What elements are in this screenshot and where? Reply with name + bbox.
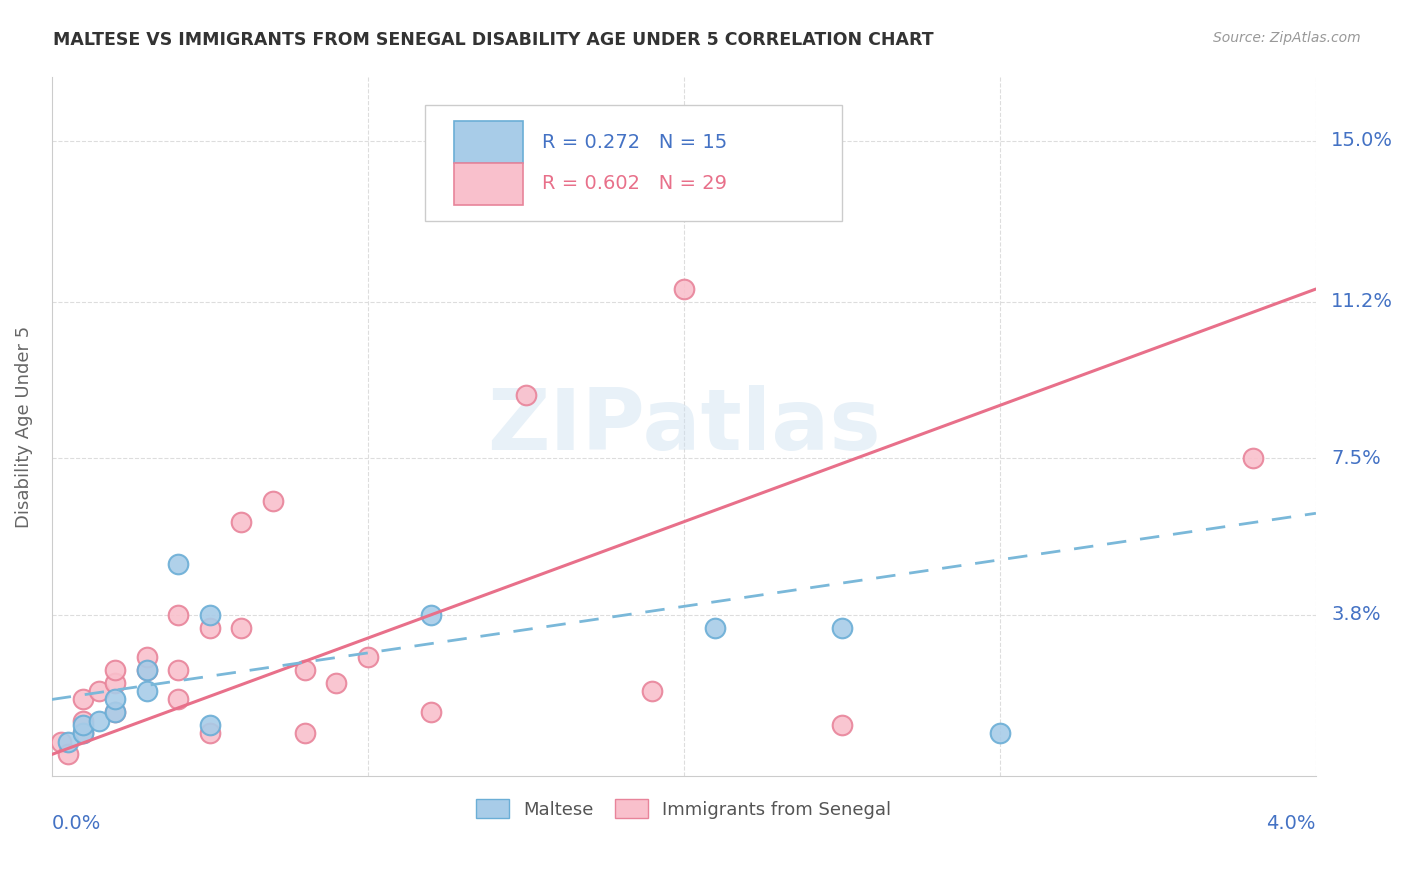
Point [72, 718, 94, 732]
Point [104, 663, 127, 677]
Point [357, 650, 380, 665]
Point [198, 726, 221, 740]
Point [104, 705, 127, 719]
Text: 11.2%: 11.2% [1331, 293, 1393, 311]
Point [231, 515, 253, 529]
Text: 4.0%: 4.0% [1267, 814, 1316, 833]
Point [672, 282, 695, 296]
Point [231, 621, 253, 635]
Point [104, 705, 127, 719]
Point [262, 493, 284, 508]
FancyBboxPatch shape [425, 105, 842, 220]
Point [294, 663, 316, 677]
Point [56, 735, 79, 749]
Point [831, 621, 853, 635]
FancyBboxPatch shape [454, 162, 523, 204]
Point [294, 726, 316, 740]
Point [641, 684, 664, 698]
Point [420, 607, 443, 622]
Text: ZIPatlas: ZIPatlas [486, 385, 880, 468]
Point [56, 747, 79, 762]
Point [135, 663, 157, 677]
Text: 15.0%: 15.0% [1331, 131, 1393, 151]
Point [1241, 451, 1264, 466]
Point [325, 675, 347, 690]
Text: R = 0.272   N = 15: R = 0.272 N = 15 [543, 133, 727, 152]
Point [831, 718, 853, 732]
Point [198, 621, 221, 635]
Text: MALTESE VS IMMIGRANTS FROM SENEGAL DISABILITY AGE UNDER 5 CORRELATION CHART: MALTESE VS IMMIGRANTS FROM SENEGAL DISAB… [53, 31, 934, 49]
Point [988, 726, 1011, 740]
Point [72, 714, 94, 728]
Point [72, 726, 94, 740]
Point [51, 735, 73, 749]
Point [167, 557, 190, 571]
Point [135, 684, 157, 698]
Text: 7.5%: 7.5% [1331, 449, 1381, 467]
Text: R = 0.602   N = 29: R = 0.602 N = 29 [543, 174, 727, 193]
Point [198, 607, 221, 622]
Text: 3.8%: 3.8% [1331, 606, 1381, 624]
Point [89, 684, 111, 698]
Point [104, 692, 127, 706]
Point [515, 388, 537, 402]
Point [704, 621, 727, 635]
Point [72, 726, 94, 740]
FancyBboxPatch shape [454, 121, 523, 163]
Point [198, 718, 221, 732]
Point [167, 607, 190, 622]
Y-axis label: Disability Age Under 5: Disability Age Under 5 [15, 326, 32, 528]
Point [72, 692, 94, 706]
Point [167, 663, 190, 677]
Point [89, 714, 111, 728]
Legend: Maltese, Immigrants from Senegal: Maltese, Immigrants from Senegal [470, 792, 898, 826]
Point [135, 663, 157, 677]
Point [104, 675, 127, 690]
Text: Source: ZipAtlas.com: Source: ZipAtlas.com [1213, 31, 1361, 45]
Point [420, 705, 443, 719]
Point [135, 650, 157, 665]
Point [167, 692, 190, 706]
Text: 0.0%: 0.0% [52, 814, 101, 833]
